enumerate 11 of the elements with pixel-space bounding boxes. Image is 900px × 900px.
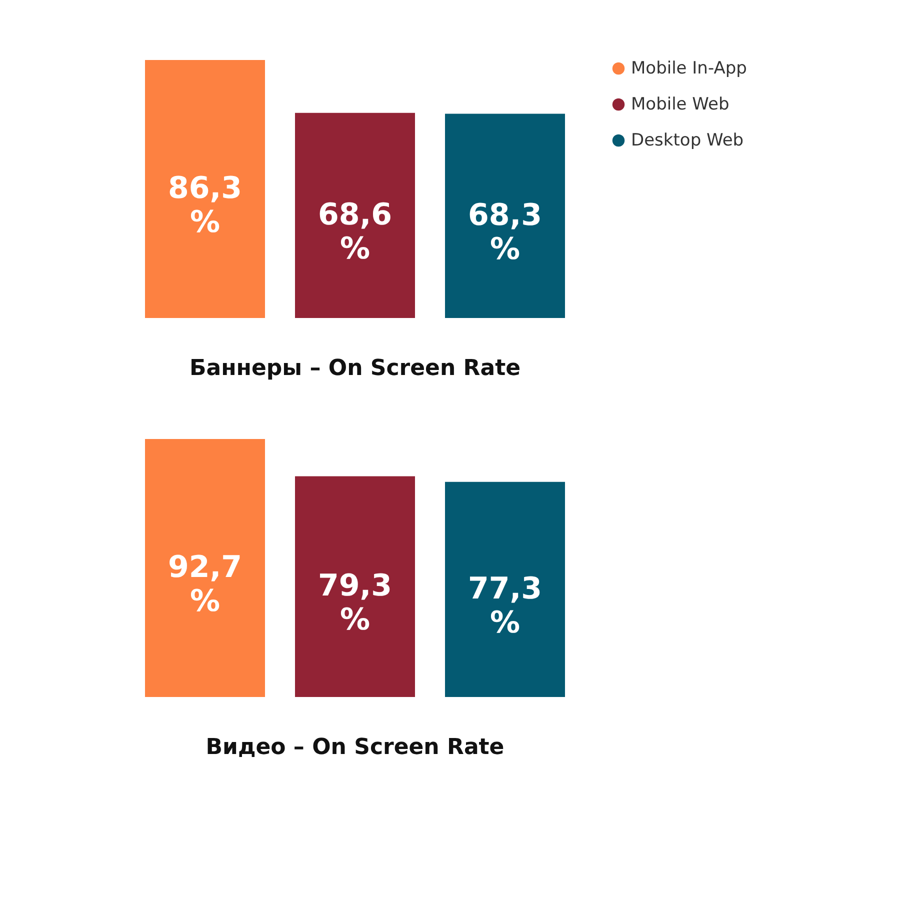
data-label: 68,6 % (318, 197, 392, 266)
legend-label: Mobile Web (631, 94, 730, 114)
text: Видео – On Screen Rate (206, 735, 504, 760)
data-label: 77,3 % (468, 571, 542, 640)
data-label: 92,7 % (168, 550, 242, 619)
data-label: 68,3 % (468, 198, 542, 267)
data-label: 86,3 % (168, 171, 242, 240)
data-label: 79,3 % (318, 568, 392, 638)
legend-label: Mobile In-App (631, 58, 747, 78)
legend-label: Desktop Web (631, 130, 744, 150)
text: Баннеры – On Screen Rate (189, 356, 521, 381)
